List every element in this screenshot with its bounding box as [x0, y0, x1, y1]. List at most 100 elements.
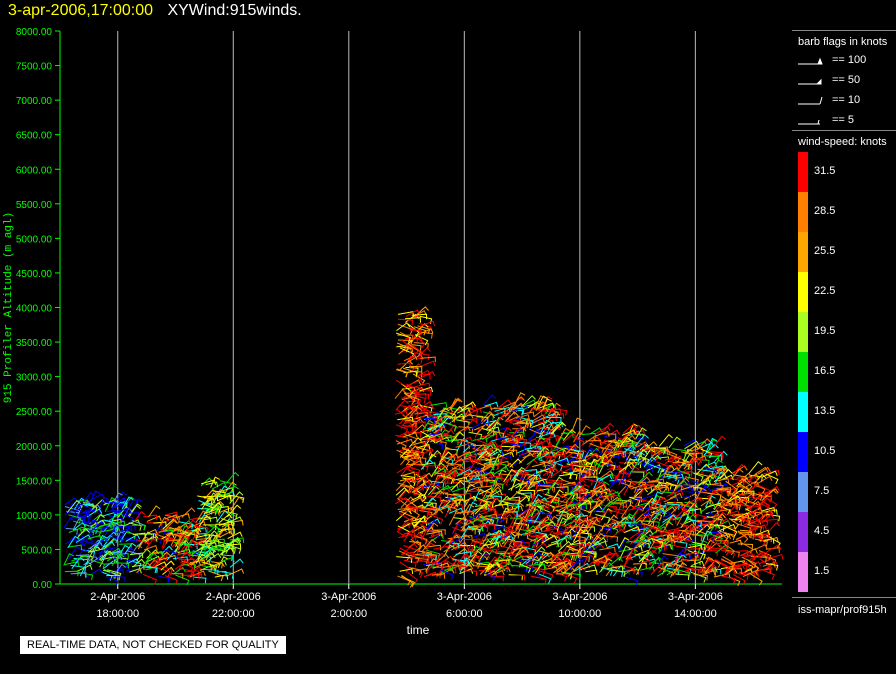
wind-barb: [471, 460, 486, 471]
wind-barb: [229, 558, 244, 568]
wind-barb: [606, 451, 620, 465]
wind-barb: [109, 536, 124, 546]
wind-barb: [582, 436, 597, 445]
wind-barb: [763, 496, 778, 509]
wind-barb: [761, 470, 778, 478]
wind-barb: [144, 565, 157, 574]
wind-barb: [657, 555, 669, 567]
wind-barb: [486, 421, 502, 435]
wind-barb: [750, 532, 765, 539]
wind-barb: [406, 379, 424, 387]
wind-barb: [524, 468, 538, 475]
wind-barb: [443, 415, 456, 423]
wind-barb: [571, 517, 584, 531]
wind-barb: [447, 463, 464, 473]
y-tick-label: 4000.00: [16, 304, 53, 315]
wind-barb: [572, 501, 586, 511]
wind-barb: [416, 490, 427, 502]
wind-barb: [667, 560, 684, 567]
wind-barb: [762, 518, 779, 525]
wind-barb: [691, 560, 705, 567]
wind-barb: [651, 538, 664, 548]
wind-barb: [673, 533, 690, 544]
wind-barb: [740, 554, 755, 561]
wind-barb: [621, 444, 636, 455]
wind-barb: [655, 485, 670, 491]
wind-barb: [623, 452, 639, 458]
wind-barb: [707, 523, 721, 531]
wind-barb: [165, 539, 180, 546]
wind-barb: [408, 406, 423, 420]
wind-barb: [210, 476, 220, 488]
wind-barb: [534, 560, 549, 574]
wind-barb: [533, 440, 550, 447]
wind-barb: [492, 416, 504, 432]
wind-barb: [402, 530, 416, 536]
wind-barb: [225, 539, 238, 553]
wind-barb: [571, 487, 588, 497]
wind-barb: [763, 536, 779, 543]
wind-barb: [161, 532, 175, 540]
wind-barb: [662, 561, 679, 570]
wind-barb: [414, 557, 428, 565]
wind-barb: [400, 383, 414, 397]
wind-barb: [545, 493, 560, 504]
wind-barb: [181, 507, 196, 518]
wind-barb: [441, 453, 457, 462]
wind-barb: [451, 541, 468, 551]
wind-barb: [717, 502, 731, 514]
wind-barb: [763, 469, 780, 476]
wind-barb: [214, 503, 226, 516]
wind-barb: [89, 490, 101, 503]
wind-barb: [567, 553, 583, 559]
wind-barb: [205, 533, 218, 545]
wind-barb: [599, 470, 614, 480]
wind-barb: [759, 558, 773, 573]
wind-barb: [493, 466, 509, 475]
wind-barb: [676, 511, 689, 526]
wind-barb: [153, 532, 169, 544]
wind-barb: [686, 443, 702, 453]
x-tick-date: 2-Apr-2006: [90, 591, 145, 603]
wind-barb: [664, 503, 680, 510]
wind-barb: [507, 434, 524, 440]
wind-barb: [714, 450, 728, 462]
wind-barb: [620, 442, 636, 448]
wind-barb: [489, 496, 500, 508]
wind-barb: [562, 547, 575, 560]
wind-barb: [742, 570, 758, 578]
wind-barb: [730, 480, 745, 487]
wind-barb: [424, 465, 440, 471]
wind-barb: [443, 564, 460, 570]
wind-barb: [85, 503, 98, 513]
wind-barb: [533, 546, 546, 556]
wind-barb: [420, 430, 431, 442]
wind-barb: [650, 563, 666, 575]
wind-barb: [570, 463, 587, 472]
wind-barb: [440, 472, 454, 480]
wind-barb: [632, 562, 647, 569]
wind-barb: [616, 521, 631, 528]
wind-barb: [575, 555, 590, 562]
wind-barb: [602, 438, 619, 450]
wind-barb: [481, 513, 498, 519]
wind-barb: [708, 533, 723, 544]
wind-barb: [563, 471, 578, 480]
wind-barb: [556, 517, 568, 531]
wind-barb: [420, 479, 434, 487]
wind-barb: [200, 539, 213, 550]
wind-barb: [741, 510, 756, 522]
wind-barb: [113, 509, 128, 516]
wind-barb: [565, 506, 579, 513]
wind-barb: [605, 520, 618, 535]
wind-barb: [672, 480, 688, 492]
wind-barb: [89, 521, 105, 533]
wind-barb: [697, 485, 711, 495]
wind-barb: [613, 454, 628, 460]
wind-barb: [67, 546, 81, 560]
wind-barb: [561, 515, 578, 524]
wind-barb: [666, 452, 681, 464]
wind-barb: [651, 494, 662, 507]
wind-barb: [481, 443, 496, 450]
wind-barb: [455, 425, 471, 435]
